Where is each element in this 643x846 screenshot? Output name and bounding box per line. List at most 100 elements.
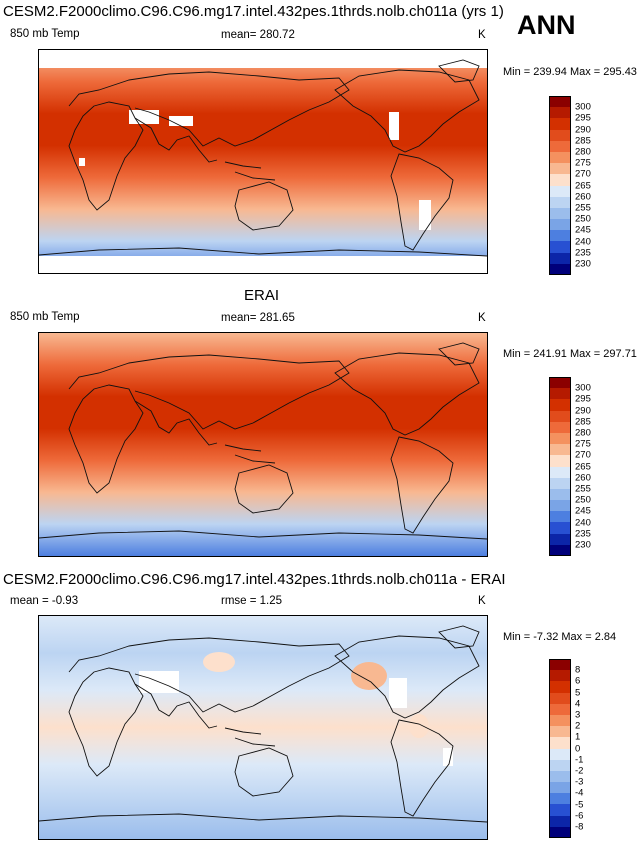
colorbar-label: 270 — [575, 449, 591, 461]
colorbar-swatch — [549, 230, 571, 242]
colorbar-label: 245 — [575, 224, 591, 236]
colorbar-label: 275 — [575, 157, 591, 169]
panel-1-minmax: Min = 239.94 Max = 295.43 — [503, 66, 637, 78]
colorbar-label: 260 — [575, 472, 591, 484]
colorbar-label: 290 — [575, 405, 591, 417]
colorbar-label: 230 — [575, 539, 591, 551]
colorbar-swatch — [549, 533, 571, 545]
colorbar-swatch — [549, 826, 571, 838]
colorbar-swatch — [549, 726, 571, 738]
panel-1-mean: mean= 280.72 — [221, 29, 295, 41]
colorbar-swatch — [549, 129, 571, 141]
colorbar-swatch — [549, 703, 571, 715]
colorbar-swatch — [549, 681, 571, 693]
panel-2-minmax: Min = 241.91 Max = 297.71 — [503, 348, 637, 360]
colorbar-swatch — [549, 252, 571, 264]
colorbar-label: 285 — [575, 135, 591, 147]
colorbar-label: 295 — [575, 112, 591, 124]
colorbar-label: -4 — [575, 787, 584, 799]
colorbar-swatch — [549, 185, 571, 197]
colorbar-swatch — [549, 163, 571, 175]
colorbar-swatch — [549, 174, 571, 186]
colorbar-label: -5 — [575, 799, 584, 811]
panel-1-colorbar: 300 295 290 285 280 275 270 265 260 255 250 245 240 2… — [549, 96, 591, 276]
colorbar-swatch — [549, 432, 571, 445]
colorbar-label: 270 — [575, 168, 591, 180]
panel-1-units: K — [478, 29, 486, 41]
colorbar-swatch — [549, 196, 571, 208]
panel-2-map-svg — [39, 333, 487, 556]
panel-3-map — [38, 615, 488, 840]
colorbar-label: 0 — [575, 743, 581, 755]
panel-1-map-svg — [39, 50, 487, 273]
colorbar-swatch — [549, 421, 571, 433]
panel-3-title: CESM2.F2000climo.C96.C96.mg17.intel.432p… — [3, 571, 506, 588]
panel-2-units: K — [478, 312, 486, 324]
colorbar-swatch — [549, 782, 571, 794]
coastlines — [39, 342, 487, 540]
colorbar-swatch — [549, 466, 571, 478]
colorbar-swatch — [549, 444, 571, 456]
colorbar-label: 280 — [575, 427, 591, 439]
colorbar-label: 290 — [575, 124, 591, 136]
colorbar-label: 255 — [575, 202, 591, 214]
colorbar-swatch — [549, 263, 571, 275]
colorbar-swatch — [549, 410, 571, 422]
colorbar-label: 265 — [575, 461, 591, 473]
colorbar-swatch — [549, 500, 571, 512]
panel-3-units: K — [478, 595, 486, 607]
panel-3-colorbar: 8 6 5 4 3 2 1 0 -1 -2 -3 -4 -5 -6 -8 — [549, 659, 583, 839]
panel-1-map — [38, 49, 488, 274]
colorbar-label: 245 — [575, 505, 591, 517]
colorbar-swatch — [549, 659, 571, 671]
colorbar-label: 235 — [575, 247, 591, 259]
colorbar-swatch — [549, 388, 571, 400]
panel-2-title: ERAI — [244, 287, 280, 304]
colorbar-swatch — [549, 815, 571, 827]
coastlines — [39, 625, 487, 823]
colorbar-swatch — [549, 522, 571, 534]
colorbar-swatch — [549, 770, 571, 783]
colorbar-label: 4 — [575, 698, 581, 710]
colorbar-swatch — [549, 107, 571, 119]
colorbar-label: 5 — [575, 687, 581, 699]
colorbar-label: 295 — [575, 393, 591, 405]
panel-2-colorbar: 300 295 290 285 280 275 270 265 260 255 250 245 240 2… — [549, 377, 591, 557]
colorbar-label: 275 — [575, 438, 591, 450]
colorbar-label: 285 — [575, 416, 591, 428]
colorbar-swatch — [549, 670, 571, 682]
colorbar-label: -8 — [575, 821, 584, 833]
colorbar-label: 250 — [575, 213, 591, 225]
coastlines — [39, 59, 487, 257]
colorbar-swatch — [549, 207, 571, 220]
colorbar-label: 3 — [575, 709, 581, 721]
colorbar-swatch — [549, 748, 571, 760]
colorbar-swatch — [549, 488, 571, 501]
colorbar-swatch — [549, 511, 571, 523]
colorbar-swatch — [549, 140, 571, 152]
colorbar-swatch — [549, 96, 571, 108]
colorbar-swatch — [549, 759, 571, 771]
colorbar-swatch — [549, 692, 571, 704]
colorbar-label: 1 — [575, 731, 581, 743]
colorbar-label: 300 — [575, 382, 591, 394]
panel-1-variable: 850 mb Temp — [10, 28, 80, 40]
season-label: ANN — [517, 10, 576, 40]
colorbar-label: 2 — [575, 720, 581, 732]
colorbar-swatch — [549, 399, 571, 411]
field-background — [39, 333, 487, 556]
colorbar-label: 265 — [575, 180, 591, 192]
colorbar-label: 300 — [575, 101, 591, 113]
colorbar-label: 6 — [575, 675, 581, 687]
panel-2-variable: 850 mb Temp — [10, 311, 80, 323]
colorbar-swatch — [549, 377, 571, 389]
colorbar-label: 235 — [575, 528, 591, 540]
panel-3-map-svg — [39, 616, 487, 839]
colorbar-swatch — [549, 241, 571, 253]
colorbar-label: 8 — [575, 664, 581, 676]
panel-1-title: CESM2.F2000climo.C96.C96.mg17.intel.432p… — [3, 3, 504, 20]
panel-2-map — [38, 332, 488, 557]
colorbar-swatch — [549, 219, 571, 231]
colorbar-swatch — [549, 793, 571, 805]
colorbar-label: -3 — [575, 776, 584, 788]
